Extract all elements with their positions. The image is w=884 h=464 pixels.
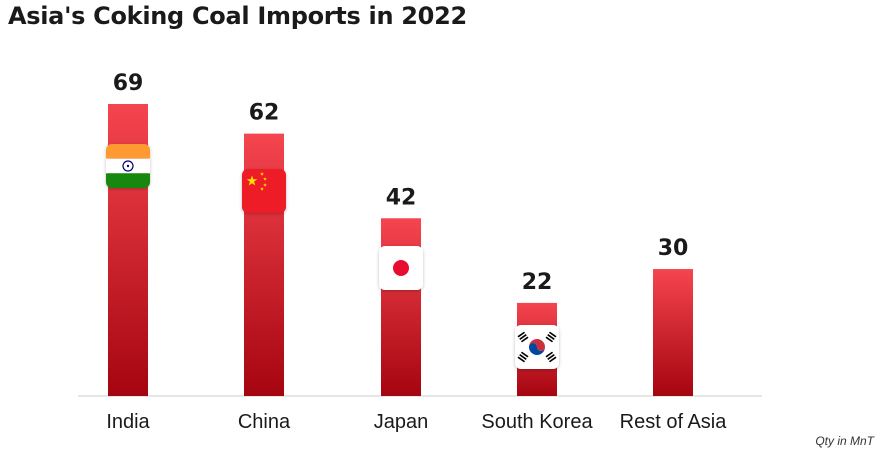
china-flag-icon — [242, 169, 286, 213]
data-label: 69 — [113, 71, 144, 96]
bar-japan — [381, 218, 421, 396]
india-flag-icon — [106, 144, 150, 188]
x-tick-label: India — [106, 411, 150, 433]
unit-note: Qty in MnT — [815, 434, 874, 448]
x-tick-label: South Korea — [481, 411, 593, 433]
x-tick-label: China — [238, 411, 291, 433]
x-tick-label: Rest of Asia — [620, 411, 728, 433]
data-label: 42 — [386, 185, 417, 210]
japan-flag-icon — [379, 246, 423, 290]
data-label: 30 — [658, 236, 689, 261]
data-label: 62 — [249, 101, 280, 126]
chart-title: Asia's Coking Coal Imports in 2022 — [8, 2, 467, 30]
bar-rest-of-asia — [653, 269, 693, 396]
south-korea-flag-icon — [515, 325, 559, 369]
x-tick-label: Japan — [374, 411, 429, 433]
data-label: 22 — [522, 270, 553, 295]
